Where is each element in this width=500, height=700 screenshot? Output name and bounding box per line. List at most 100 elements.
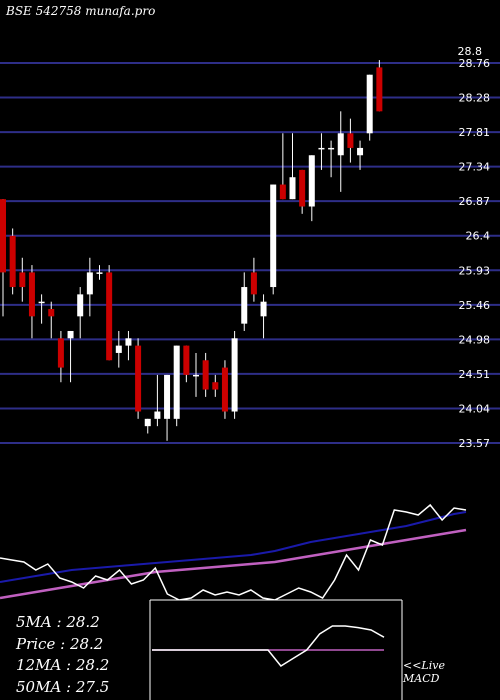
candle-body	[67, 330, 74, 339]
candle-body	[183, 345, 190, 375]
candle	[19, 257, 26, 302]
macd-line	[152, 625, 385, 667]
candle	[221, 360, 228, 419]
stat-50ma: 50MA : 27.5	[16, 677, 110, 696]
candle	[299, 169, 306, 214]
candle	[231, 330, 238, 419]
candle	[250, 257, 257, 302]
indicator-panel	[0, 503, 467, 601]
candle-body	[231, 338, 238, 412]
candle-body	[115, 345, 122, 353]
ma-slow-line	[0, 528, 467, 600]
candle-body	[96, 272, 103, 274]
candle	[202, 352, 209, 397]
candle-body	[328, 147, 335, 150]
candle	[212, 374, 219, 397]
candle	[193, 352, 199, 397]
candle-body	[318, 147, 325, 150]
candle	[308, 155, 315, 222]
candle-body	[366, 74, 373, 134]
candle	[125, 330, 132, 361]
candle-body	[193, 374, 199, 377]
candle-body	[125, 338, 132, 346]
stat-price: Price : 28.2	[16, 634, 104, 653]
candle	[318, 133, 325, 170]
chart-header: BSE 542758 munafa.pro	[6, 4, 155, 18]
y-tick-label-top: 28.8	[458, 45, 483, 58]
candle-body	[164, 374, 171, 419]
candle	[270, 184, 277, 295]
candle	[154, 374, 161, 427]
candle-body	[154, 411, 161, 419]
candle	[173, 345, 180, 427]
y-tick-label: 25.93	[459, 264, 491, 277]
candle	[357, 140, 364, 170]
candle	[366, 74, 373, 141]
candle	[96, 265, 103, 280]
candle	[289, 133, 296, 200]
candle-body	[38, 301, 45, 304]
macd-label-live: <<Live	[403, 659, 445, 672]
y-tick-label: 26.4	[466, 230, 491, 243]
candle-body	[173, 345, 180, 419]
macd-label-title: MACD	[403, 672, 440, 685]
candle	[115, 330, 122, 368]
candle-body	[144, 418, 151, 427]
candle	[144, 418, 151, 434]
candle-body	[270, 184, 277, 288]
candle	[347, 118, 354, 163]
ma-fast-line	[0, 511, 467, 583]
candle-body	[135, 345, 142, 412]
gridlines	[0, 62, 500, 444]
candle	[260, 294, 267, 339]
candle-body	[19, 272, 26, 288]
stat-12ma: 12MA : 28.2	[16, 656, 110, 674]
site-label: munafa.pro	[85, 4, 156, 18]
candle-body	[347, 133, 354, 148]
candle	[376, 60, 383, 112]
candle-body	[28, 272, 35, 317]
y-tick-label: 24.51	[459, 368, 491, 381]
candle	[86, 257, 93, 317]
y-tick-label: 24.98	[459, 333, 491, 346]
candle-body	[289, 177, 296, 200]
candlesticks	[0, 60, 383, 441]
candle	[28, 265, 35, 339]
y-tick-label: 24.04	[459, 402, 491, 415]
candle	[241, 272, 248, 331]
candle-body	[48, 309, 55, 317]
macd-panel	[149, 599, 403, 700]
y-axis-labels: 28.76 28.28 27.81 27.34 26.87 26.4 25.93 25.46 2…	[458, 45, 491, 450]
stats-block: 5MA : 28.2 Price : 28.2 12MA : 28.2 50MA…	[16, 612, 109, 698]
candle	[106, 265, 113, 361]
candle	[57, 330, 64, 383]
y-tick-label: 23.57	[459, 437, 491, 450]
candle-body	[357, 147, 364, 156]
candle-body	[0, 199, 6, 273]
candle-body	[212, 382, 219, 390]
candle-body	[57, 338, 64, 368]
candle	[38, 294, 45, 324]
candle	[328, 140, 335, 178]
candle-body	[279, 184, 286, 200]
y-tick-label: 27.81	[459, 126, 491, 139]
candle-body	[9, 235, 16, 288]
candle	[279, 133, 286, 200]
candle-body	[77, 294, 84, 317]
candle-body	[86, 272, 93, 295]
candle-body	[241, 287, 248, 324]
y-tick-label: 27.34	[459, 161, 491, 174]
candle	[164, 374, 171, 441]
candle	[337, 111, 344, 192]
candle-body	[299, 169, 306, 207]
candle	[183, 345, 190, 383]
candle	[67, 330, 74, 383]
candle-body	[376, 67, 383, 112]
y-tick-label: 28.76	[459, 57, 491, 70]
candle-body	[202, 360, 209, 390]
ticker-label: BSE 542758	[6, 4, 82, 18]
macd-label: <<Live MACD	[403, 659, 445, 685]
candle-body	[337, 133, 344, 156]
candle	[48, 301, 55, 339]
